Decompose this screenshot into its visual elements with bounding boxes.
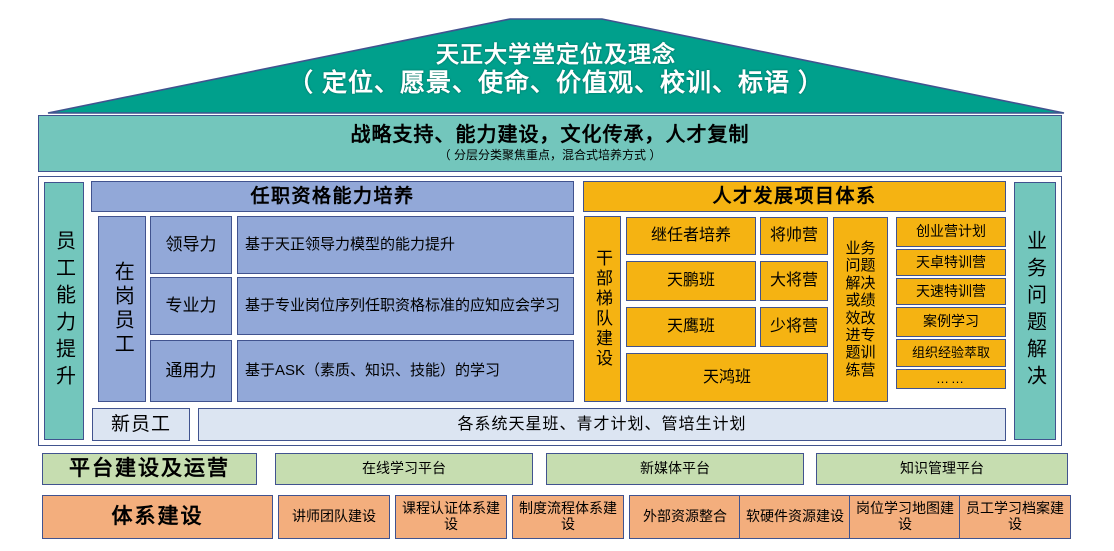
system-label: 体系建设 [42,495,273,539]
cadre-echelon-label: 干部梯队建设 [584,216,621,402]
system-item: 员工学习档案建设 [959,495,1071,539]
talent-program-item: 天鹏班 [626,261,756,301]
talent-camp-item: 将帅营 [760,217,828,255]
talent-right-item: 组织经验萃取 [896,339,1006,367]
vertical-line: 解决 [845,274,876,292]
capability-item: 领导力 [150,216,232,274]
vertical-line: 或绩 [845,292,876,310]
vertical-line: 练营 [845,361,876,379]
talent-development-header: 人才发展项目体系 [583,181,1006,212]
system-item: 岗位学习地图建设 [849,495,961,539]
vertical-line: 业务 [845,239,876,257]
pillar-business-problem: 业务问题解决 [1014,182,1056,440]
capability-description: 基于专业岗位序列任职资格标准的应知应会学习 [237,277,574,335]
talent-right-item: …… [896,369,1006,389]
talent-right-item: 天速特训营 [896,278,1006,305]
platform-label: 平台建设及运营 [42,453,257,485]
strategy-band-sub: （ 分层分类聚焦重点，混合式培养方式 ） [438,148,662,163]
talent-right-item: 案例学习 [896,307,1006,337]
on-job-employee-label: 在岗员工 [98,216,146,402]
talent-program-item: 继任者培养 [626,217,756,255]
system-item: 讲师团队建设 [278,495,390,539]
system-item: 制度流程体系建设 [512,495,624,539]
new-employee-label: 新员工 [92,408,190,441]
vertical-line: 题训 [845,344,876,362]
vertical-line: 问题 [845,257,876,275]
talent-right-item: 创业营计划 [896,217,1006,247]
capability-item: 通用力 [150,340,232,402]
vertical-line: 效改 [845,309,876,327]
business-problem-training-camp: 业务 问题 解决 或绩 效改 进专 题训 练营 [833,217,888,402]
talent-program-wide: 天鸿班 [626,353,828,402]
qualification-header: 任职资格能力培养 [91,181,574,212]
new-employee-description: 各系统天星班、青才计划、管培生计划 [198,408,1006,441]
strategy-band: 战略支持、能力建设，文化传承，人才复制 （ 分层分类聚焦重点，混合式培养方式 ） [38,115,1062,172]
capability-description: 基于ASK（素质、知识、技能）的学习 [237,340,574,402]
strategy-band-main: 战略支持、能力建设，文化传承，人才复制 [350,124,750,147]
platform-item: 新媒体平台 [546,453,804,485]
talent-camp-item: 大将营 [760,261,828,301]
system-item: 软硬件资源建设 [739,495,851,539]
capability-description: 基于天正领导力模型的能力提升 [237,216,574,274]
roof-shape [44,14,1068,114]
system-item: 课程认证体系建设 [395,495,507,539]
system-item: 外部资源整合 [629,495,741,539]
talent-program-item: 天鹰班 [626,307,756,347]
capability-item: 专业力 [150,277,232,335]
talent-right-item: 天卓特训营 [896,249,1006,276]
platform-item: 在线学习平台 [275,453,533,485]
vertical-line: 进专 [845,326,876,344]
pillar-employee-capability: 员工能力提升 [44,182,84,440]
talent-camp-item: 少将营 [760,307,828,347]
platform-item: 知识管理平台 [816,453,1068,485]
